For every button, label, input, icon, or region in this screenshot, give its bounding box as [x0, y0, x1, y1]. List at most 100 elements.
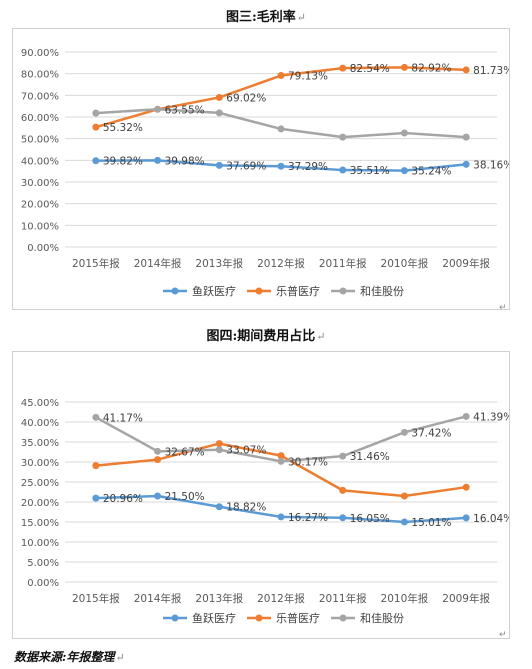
data-label: 20.96%: [103, 493, 143, 505]
data-label: 38.16%: [473, 159, 509, 171]
data-label: 32.67%: [165, 446, 205, 458]
data-label: 63.55%: [165, 104, 205, 116]
data-label: 82.54%: [350, 63, 390, 75]
x-tick-label: 2013年报: [195, 592, 243, 605]
data-point: [154, 456, 162, 464]
data-label: 15.01%: [411, 517, 451, 529]
data-label: 18.82%: [226, 502, 266, 514]
data-point: [339, 514, 347, 522]
legend-marker: [255, 614, 263, 622]
legend-marker: [339, 287, 347, 295]
data-point: [215, 440, 223, 448]
legend-marker: [171, 287, 179, 295]
data-point: [92, 413, 100, 421]
paragraph-mark-icon: ↵: [296, 11, 307, 24]
data-label: 41.17%: [103, 412, 143, 424]
data-label: 37.69%: [226, 160, 266, 172]
legend-marker: [171, 614, 179, 622]
data-point: [400, 428, 408, 436]
data-label: 31.46%: [350, 451, 390, 463]
data-point: [92, 109, 100, 117]
y-tick-label: 20.00%: [21, 498, 59, 509]
y-tick-label: 5.00%: [27, 558, 59, 569]
data-point: [277, 457, 285, 465]
y-tick-label: 40.00%: [21, 418, 59, 429]
data-label: 37.42%: [411, 427, 451, 439]
data-label: 39.82%: [103, 156, 143, 168]
chart1-title: 图三:毛利率↵: [0, 6, 532, 25]
x-tick-label: 2011年报: [319, 257, 367, 270]
data-point: [154, 447, 162, 455]
chart2-plot: 0.00% 5.00% 10.00% 15.00% 20.00% 25.00% 30.00%…: [21, 398, 509, 625]
data-point: [215, 503, 223, 511]
data-label: 81.73%: [473, 65, 509, 77]
data-label: 37.29%: [288, 161, 328, 173]
x-tick-label: 2012年报: [257, 592, 305, 605]
data-point: [215, 446, 223, 454]
legend-label: 和佳股份: [360, 284, 404, 298]
data-point: [462, 514, 470, 522]
data-label: 35.24%: [411, 166, 451, 178]
data-point: [339, 452, 347, 460]
x-tick-label: 2015年报: [72, 257, 120, 270]
x-tick-label: 2009年报: [442, 592, 490, 605]
data-point: [462, 160, 470, 168]
y-tick-label: 0.00%: [27, 243, 59, 254]
data-point: [92, 494, 100, 502]
data-label: 41.39%: [473, 411, 509, 423]
x-tick-label: 2010年报: [381, 592, 429, 605]
paragraph-mark-icon: ↵: [499, 630, 507, 640]
data-point: [277, 125, 285, 133]
data-point: [400, 518, 408, 526]
data-label: 16.04%: [473, 513, 509, 525]
data-label: 33.07%: [226, 445, 266, 457]
series-line-1: [95, 442, 467, 498]
x-tick-label: 2014年报: [134, 257, 182, 270]
data-point: [92, 123, 100, 131]
y-tick-label: 10.00%: [21, 538, 59, 549]
source-note-text: 数据来源:年报整理: [14, 650, 115, 664]
y-tick-label: 25.00%: [21, 478, 59, 489]
y-tick-label: 40.00%: [21, 156, 59, 167]
data-label: 55.32%: [103, 122, 143, 134]
data-point: [462, 66, 470, 74]
chart1-frame: 0.00% 10.00% 20.00% 30.00% 40.00% 50.00% 60.00…: [12, 28, 510, 310]
data-point: [92, 462, 100, 470]
data-point: [339, 133, 347, 141]
y-tick-label: 80.00%: [21, 70, 59, 81]
data-point: [215, 109, 223, 117]
y-tick-label: 70.00%: [21, 91, 59, 102]
data-point: [215, 93, 223, 101]
data-point: [339, 166, 347, 174]
data-point: [277, 513, 285, 521]
data-point: [400, 63, 408, 71]
chart2-frame: 0.00% 5.00% 10.00% 15.00% 20.00% 25.00% 30.00%…: [12, 351, 510, 639]
chart1-title-text: 图三:毛利率: [225, 10, 296, 25]
data-point: [400, 129, 408, 137]
source-note: 数据来源:年报整理↵: [14, 648, 125, 665]
data-point: [277, 72, 285, 80]
legend-marker: [255, 287, 263, 295]
data-label: 39.98%: [165, 155, 205, 167]
data-point: [154, 156, 162, 164]
y-tick-label: 30.00%: [21, 458, 59, 469]
y-tick-label: 35.00%: [21, 438, 59, 449]
paragraph-mark-icon: ↵: [115, 651, 125, 664]
data-point: [277, 452, 285, 460]
y-tick-label: 0.00%: [27, 578, 59, 589]
legend-marker: [339, 614, 347, 622]
x-tick-label: 2010年报: [381, 257, 429, 270]
y-tick-label: 50.00%: [21, 135, 59, 146]
data-point: [215, 161, 223, 169]
data-point: [92, 157, 100, 165]
legend-label: 和佳股份: [360, 611, 404, 625]
y-tick-label: 10.00%: [21, 221, 59, 232]
data-point: [462, 412, 470, 420]
data-label: 21.50%: [165, 491, 205, 503]
data-point: [154, 105, 162, 113]
data-point: [400, 492, 408, 500]
data-point: [154, 492, 162, 500]
x-tick-label: 2015年报: [72, 592, 120, 605]
data-point: [400, 167, 408, 175]
data-point: [462, 483, 470, 491]
